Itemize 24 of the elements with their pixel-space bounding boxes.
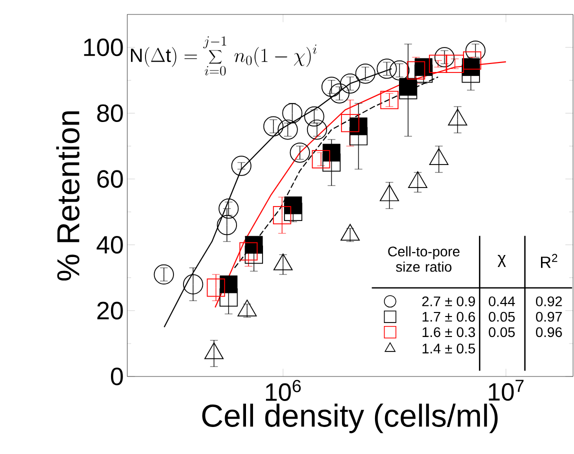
legend-label: 1.6 ± 0.3 (422, 328, 475, 338)
annotation: $\mathrm{N}(\Delta \mathrm{t})=\sum_{i=0}^{j-1}\, n_0(1-\chi)^i$ (130, 36, 316, 76)
x-tick-label: 10$^{6}$ (266, 380, 301, 402)
y-tick-label: 40 (96, 236, 123, 254)
legend-title: Cell-to-pore size ratio (388, 246, 460, 272)
legend-label: 1.7 ± 0.6 (422, 312, 475, 322)
y-tick-label: 80 (97, 104, 123, 122)
annotation: 0.05 (488, 312, 515, 322)
y-axis-title: % Retention (56, 112, 80, 281)
y-tick-label: 100 (84, 38, 123, 56)
annotation: 0.05 (488, 328, 515, 338)
annotation: 0.96 (536, 328, 562, 338)
y-tick-label: 60 (97, 170, 123, 188)
y-tick-label: 20 (97, 302, 123, 320)
x-tick-label: 10$^{7}$ (488, 380, 524, 402)
annotation: 0.44 (488, 296, 515, 307)
y-tick-label: 0 (110, 368, 123, 386)
annotation: R$^{2}$ (541, 254, 558, 268)
annotation: χ (498, 255, 506, 268)
legend-label: 1.4 ± 0.5 (422, 344, 476, 354)
legend-label: 2.7 ± 0.9 (422, 296, 475, 307)
annotation: 0.92 (536, 296, 562, 307)
x-axis-title: Cell density (cells/ml) (202, 404, 498, 434)
annotation: 0.97 (536, 312, 562, 322)
